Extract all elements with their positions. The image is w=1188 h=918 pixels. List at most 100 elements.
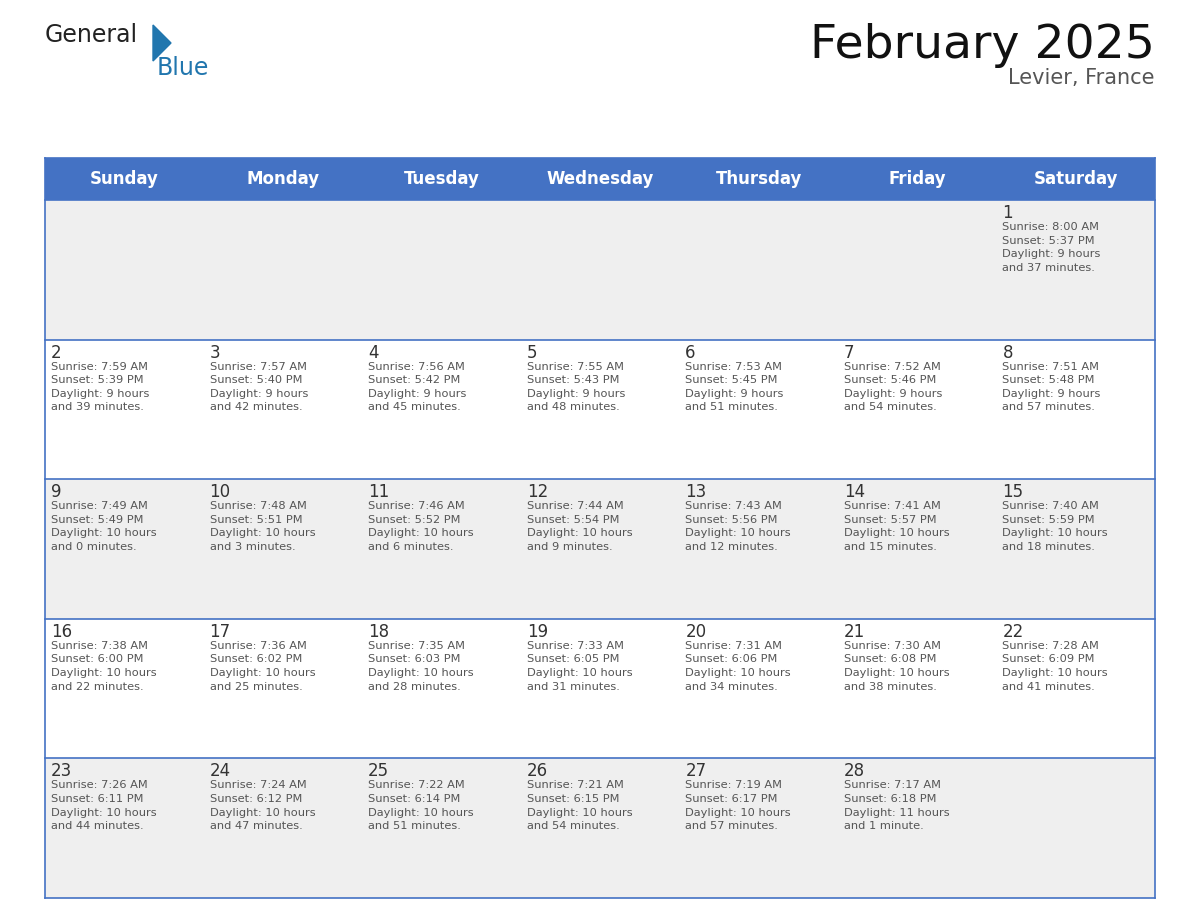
Text: Sunrise: 7:53 AM
Sunset: 5:45 PM
Daylight: 9 hours
and 51 minutes.: Sunrise: 7:53 AM Sunset: 5:45 PM Dayligh… xyxy=(685,362,784,412)
Bar xyxy=(203,758,362,898)
Text: Sunrise: 7:38 AM
Sunset: 6:00 PM
Daylight: 10 hours
and 22 minutes.: Sunrise: 7:38 AM Sunset: 6:00 PM Dayligh… xyxy=(51,641,157,691)
Text: Sunrise: 7:40 AM
Sunset: 5:59 PM
Daylight: 10 hours
and 18 minutes.: Sunrise: 7:40 AM Sunset: 5:59 PM Dayligh… xyxy=(1003,501,1108,552)
Bar xyxy=(203,340,362,479)
Text: 26: 26 xyxy=(526,763,548,780)
Text: Tuesday: Tuesday xyxy=(404,170,480,188)
Text: 6: 6 xyxy=(685,343,696,362)
Text: Sunrise: 7:48 AM
Sunset: 5:51 PM
Daylight: 10 hours
and 3 minutes.: Sunrise: 7:48 AM Sunset: 5:51 PM Dayligh… xyxy=(209,501,315,552)
Text: Sunrise: 7:17 AM
Sunset: 6:18 PM
Daylight: 11 hours
and 1 minute.: Sunrise: 7:17 AM Sunset: 6:18 PM Dayligh… xyxy=(843,780,949,831)
Bar xyxy=(45,758,203,898)
Text: 3: 3 xyxy=(209,343,220,362)
Bar xyxy=(838,619,997,758)
Bar xyxy=(520,479,680,619)
Text: Sunrise: 7:19 AM
Sunset: 6:17 PM
Daylight: 10 hours
and 57 minutes.: Sunrise: 7:19 AM Sunset: 6:17 PM Dayligh… xyxy=(685,780,791,831)
Bar xyxy=(838,340,997,479)
Text: 21: 21 xyxy=(843,622,865,641)
Text: Sunrise: 7:43 AM
Sunset: 5:56 PM
Daylight: 10 hours
and 12 minutes.: Sunrise: 7:43 AM Sunset: 5:56 PM Dayligh… xyxy=(685,501,791,552)
Text: 11: 11 xyxy=(368,483,390,501)
Text: 1: 1 xyxy=(1003,204,1013,222)
Text: Sunrise: 7:30 AM
Sunset: 6:08 PM
Daylight: 10 hours
and 38 minutes.: Sunrise: 7:30 AM Sunset: 6:08 PM Dayligh… xyxy=(843,641,949,691)
Bar xyxy=(520,200,680,340)
Bar xyxy=(362,758,520,898)
Text: 22: 22 xyxy=(1003,622,1024,641)
Text: Sunrise: 7:36 AM
Sunset: 6:02 PM
Daylight: 10 hours
and 25 minutes.: Sunrise: 7:36 AM Sunset: 6:02 PM Dayligh… xyxy=(209,641,315,691)
Bar xyxy=(45,340,203,479)
Bar xyxy=(203,479,362,619)
Text: Sunrise: 7:28 AM
Sunset: 6:09 PM
Daylight: 10 hours
and 41 minutes.: Sunrise: 7:28 AM Sunset: 6:09 PM Dayligh… xyxy=(1003,641,1108,691)
Bar xyxy=(997,340,1155,479)
Text: 28: 28 xyxy=(843,763,865,780)
Text: Friday: Friday xyxy=(889,170,946,188)
Text: 7: 7 xyxy=(843,343,854,362)
Text: Sunrise: 7:55 AM
Sunset: 5:43 PM
Daylight: 9 hours
and 48 minutes.: Sunrise: 7:55 AM Sunset: 5:43 PM Dayligh… xyxy=(526,362,625,412)
Text: Sunrise: 7:33 AM
Sunset: 6:05 PM
Daylight: 10 hours
and 31 minutes.: Sunrise: 7:33 AM Sunset: 6:05 PM Dayligh… xyxy=(526,641,632,691)
Bar xyxy=(362,619,520,758)
Text: Sunrise: 7:26 AM
Sunset: 6:11 PM
Daylight: 10 hours
and 44 minutes.: Sunrise: 7:26 AM Sunset: 6:11 PM Dayligh… xyxy=(51,780,157,831)
Text: February 2025: February 2025 xyxy=(810,23,1155,68)
Text: Wednesday: Wednesday xyxy=(546,170,653,188)
Bar xyxy=(362,200,520,340)
Text: Sunrise: 7:56 AM
Sunset: 5:42 PM
Daylight: 9 hours
and 45 minutes.: Sunrise: 7:56 AM Sunset: 5:42 PM Dayligh… xyxy=(368,362,467,412)
Polygon shape xyxy=(153,25,171,61)
Text: 17: 17 xyxy=(209,622,230,641)
Text: Sunrise: 7:22 AM
Sunset: 6:14 PM
Daylight: 10 hours
and 51 minutes.: Sunrise: 7:22 AM Sunset: 6:14 PM Dayligh… xyxy=(368,780,474,831)
Text: 14: 14 xyxy=(843,483,865,501)
Text: 15: 15 xyxy=(1003,483,1024,501)
Text: Sunrise: 7:24 AM
Sunset: 6:12 PM
Daylight: 10 hours
and 47 minutes.: Sunrise: 7:24 AM Sunset: 6:12 PM Dayligh… xyxy=(209,780,315,831)
Text: 27: 27 xyxy=(685,763,707,780)
Bar xyxy=(45,479,203,619)
Bar xyxy=(362,479,520,619)
Bar xyxy=(680,479,838,619)
Bar xyxy=(45,200,203,340)
Text: Saturday: Saturday xyxy=(1034,170,1118,188)
Text: Sunrise: 7:59 AM
Sunset: 5:39 PM
Daylight: 9 hours
and 39 minutes.: Sunrise: 7:59 AM Sunset: 5:39 PM Dayligh… xyxy=(51,362,150,412)
Bar xyxy=(203,619,362,758)
Bar xyxy=(45,619,203,758)
Bar xyxy=(997,619,1155,758)
Bar xyxy=(680,619,838,758)
Text: 12: 12 xyxy=(526,483,548,501)
Bar xyxy=(680,758,838,898)
Bar xyxy=(838,479,997,619)
Bar xyxy=(680,200,838,340)
Text: Sunrise: 7:41 AM
Sunset: 5:57 PM
Daylight: 10 hours
and 15 minutes.: Sunrise: 7:41 AM Sunset: 5:57 PM Dayligh… xyxy=(843,501,949,552)
Text: 8: 8 xyxy=(1003,343,1013,362)
Text: 23: 23 xyxy=(51,763,72,780)
Text: General: General xyxy=(45,23,138,47)
Text: 2: 2 xyxy=(51,343,62,362)
Text: Thursday: Thursday xyxy=(715,170,802,188)
Text: Sunday: Sunday xyxy=(90,170,159,188)
Text: 5: 5 xyxy=(526,343,537,362)
Bar xyxy=(997,479,1155,619)
Bar xyxy=(680,340,838,479)
Bar xyxy=(520,619,680,758)
Text: Sunrise: 7:35 AM
Sunset: 6:03 PM
Daylight: 10 hours
and 28 minutes.: Sunrise: 7:35 AM Sunset: 6:03 PM Dayligh… xyxy=(368,641,474,691)
Text: 25: 25 xyxy=(368,763,390,780)
Text: 18: 18 xyxy=(368,622,390,641)
Bar xyxy=(520,758,680,898)
Text: Sunrise: 7:21 AM
Sunset: 6:15 PM
Daylight: 10 hours
and 54 minutes.: Sunrise: 7:21 AM Sunset: 6:15 PM Dayligh… xyxy=(526,780,632,831)
Text: Sunrise: 7:57 AM
Sunset: 5:40 PM
Daylight: 9 hours
and 42 minutes.: Sunrise: 7:57 AM Sunset: 5:40 PM Dayligh… xyxy=(209,362,308,412)
Text: 19: 19 xyxy=(526,622,548,641)
Text: Sunrise: 7:44 AM
Sunset: 5:54 PM
Daylight: 10 hours
and 9 minutes.: Sunrise: 7:44 AM Sunset: 5:54 PM Dayligh… xyxy=(526,501,632,552)
Text: 10: 10 xyxy=(209,483,230,501)
Text: Sunrise: 7:31 AM
Sunset: 6:06 PM
Daylight: 10 hours
and 34 minutes.: Sunrise: 7:31 AM Sunset: 6:06 PM Dayligh… xyxy=(685,641,791,691)
Text: Blue: Blue xyxy=(157,56,209,80)
Text: Sunrise: 7:51 AM
Sunset: 5:48 PM
Daylight: 9 hours
and 57 minutes.: Sunrise: 7:51 AM Sunset: 5:48 PM Dayligh… xyxy=(1003,362,1101,412)
Bar xyxy=(520,340,680,479)
Bar xyxy=(203,200,362,340)
Text: 20: 20 xyxy=(685,622,707,641)
Text: Levier, France: Levier, France xyxy=(1009,68,1155,88)
Text: 24: 24 xyxy=(209,763,230,780)
Bar xyxy=(997,200,1155,340)
Text: 16: 16 xyxy=(51,622,72,641)
Bar xyxy=(45,158,1155,200)
Bar xyxy=(838,200,997,340)
Text: Monday: Monday xyxy=(246,170,320,188)
Text: 4: 4 xyxy=(368,343,379,362)
Text: Sunrise: 7:52 AM
Sunset: 5:46 PM
Daylight: 9 hours
and 54 minutes.: Sunrise: 7:52 AM Sunset: 5:46 PM Dayligh… xyxy=(843,362,942,412)
Text: Sunrise: 7:49 AM
Sunset: 5:49 PM
Daylight: 10 hours
and 0 minutes.: Sunrise: 7:49 AM Sunset: 5:49 PM Dayligh… xyxy=(51,501,157,552)
Text: 9: 9 xyxy=(51,483,62,501)
Bar xyxy=(997,758,1155,898)
Text: Sunrise: 8:00 AM
Sunset: 5:37 PM
Daylight: 9 hours
and 37 minutes.: Sunrise: 8:00 AM Sunset: 5:37 PM Dayligh… xyxy=(1003,222,1101,273)
